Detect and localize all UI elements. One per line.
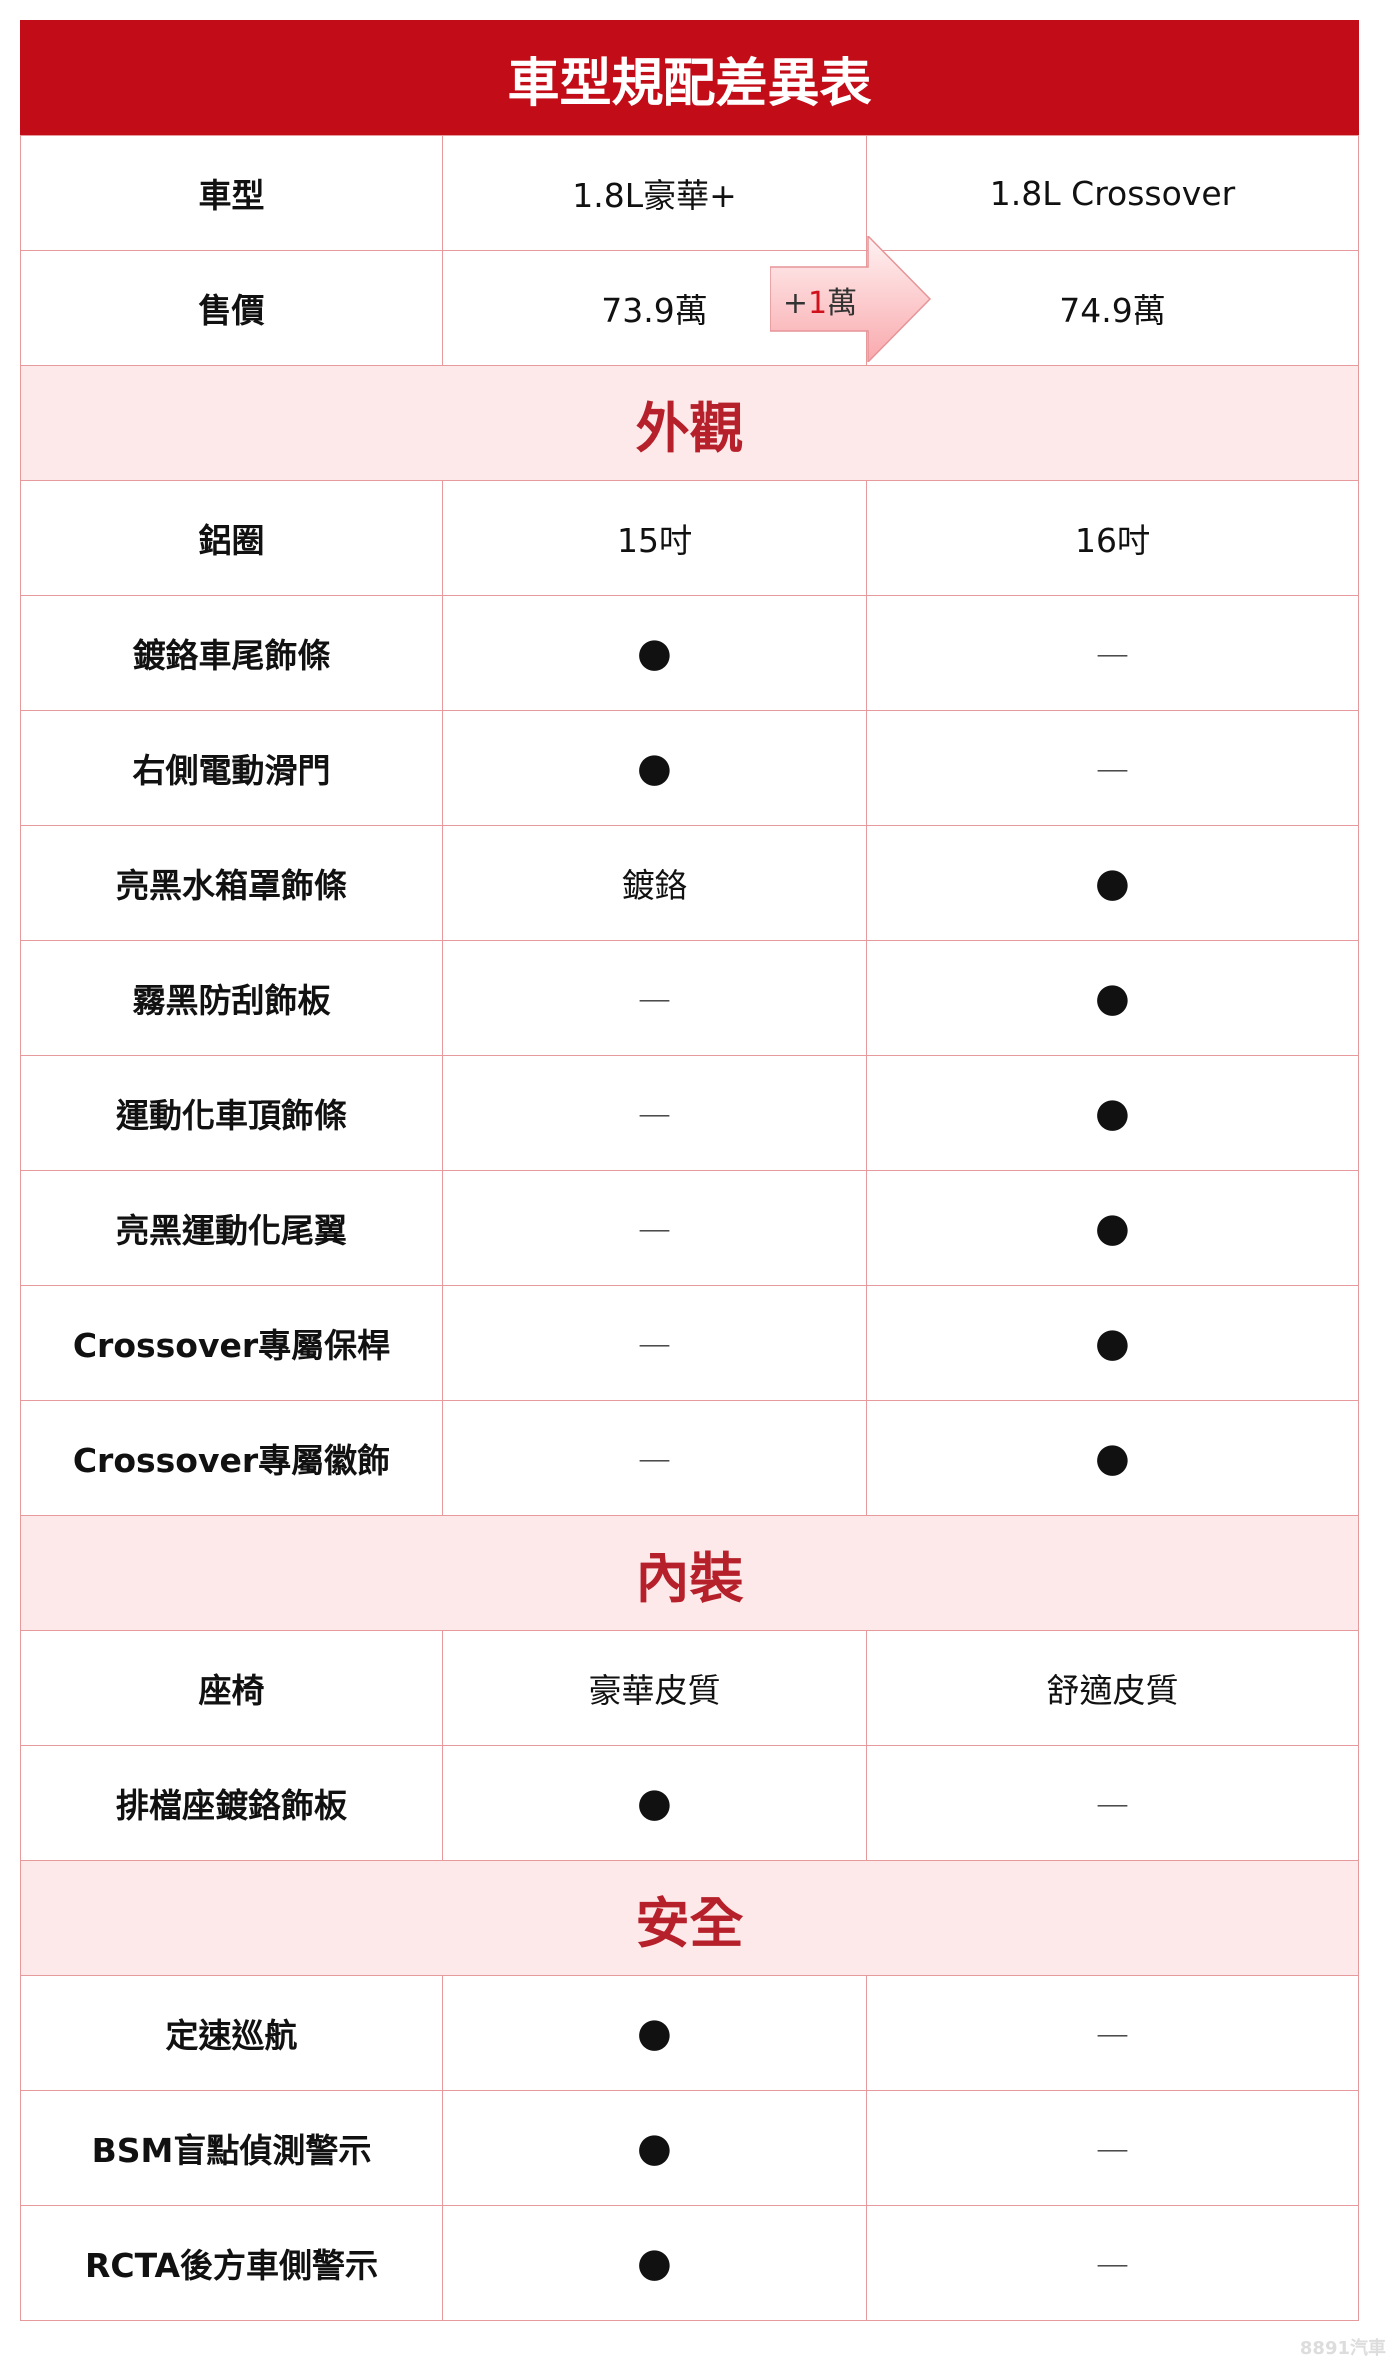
section-header: 外觀	[20, 365, 1359, 481]
row-label: 鍍鉻車尾飾條	[20, 595, 443, 711]
spec-cell: —	[866, 2090, 1359, 2206]
note-amount: 1	[808, 286, 828, 321]
spec-cell: —	[442, 1170, 867, 1286]
spec-cell: —	[442, 1055, 867, 1171]
spec-cell: —	[866, 710, 1359, 826]
price-note: +1萬	[770, 278, 870, 322]
spec-cell: —	[442, 1400, 867, 1516]
row-label: 售價	[20, 250, 443, 366]
section-header: 內裝	[20, 1515, 1359, 1631]
spec-cell: 舒適皮質	[866, 1630, 1359, 1746]
spec-cell: ●	[442, 710, 867, 826]
spec-cell: ●	[866, 1285, 1359, 1401]
row-label: 定速巡航	[20, 1975, 443, 2091]
spec-cell: ●	[442, 595, 867, 711]
row-label: RCTA後方車側警示	[20, 2205, 443, 2321]
spec-cell: 1.8L Crossover	[866, 135, 1359, 251]
spec-cell: —	[866, 2205, 1359, 2321]
watermark: 8891汽車	[1299, 2338, 1386, 2359]
spec-cell: —	[442, 940, 867, 1056]
spec-cell: ●	[442, 1975, 867, 2091]
spec-cell: 15吋	[442, 480, 867, 596]
spec-cell: 16吋	[866, 480, 1359, 596]
spec-cell: ●	[442, 2090, 867, 2206]
spec-cell: —	[866, 1975, 1359, 2091]
row-label: 右側電動滑門	[20, 710, 443, 826]
section-header: 安全	[20, 1860, 1359, 1976]
spec-cell: 鍍鉻	[442, 825, 867, 941]
spec-cell: ●	[442, 2205, 867, 2321]
spec-cell: —	[442, 1285, 867, 1401]
note-sign: +	[782, 286, 809, 321]
spec-cell: 1.8L豪華+	[442, 135, 867, 251]
spec-cell: —	[866, 1745, 1359, 1861]
spec-cell: —	[866, 595, 1359, 711]
row-label: 亮黑運動化尾翼	[20, 1170, 443, 1286]
row-label: Crossover專屬保桿	[20, 1285, 443, 1401]
row-label: 霧黑防刮飾板	[20, 940, 443, 1056]
price-arrow	[770, 236, 932, 362]
row-label: 座椅	[20, 1630, 443, 1746]
spec-cell: 74.9萬	[866, 250, 1359, 366]
spec-cell: 豪華皮質	[442, 1630, 867, 1746]
spec-cell: ●	[442, 1745, 867, 1861]
note-unit: 萬	[827, 286, 858, 321]
row-label: 車型	[20, 135, 443, 251]
spec-cell: ●	[866, 940, 1359, 1056]
row-label: 鋁圈	[20, 480, 443, 596]
row-label: 排檔座鍍鉻飾板	[20, 1745, 443, 1861]
row-label: Crossover專屬徽飾	[20, 1400, 443, 1516]
row-label: 運動化車頂飾條	[20, 1055, 443, 1171]
spec-cell: ●	[866, 1170, 1359, 1286]
row-label: BSM盲點偵測警示	[20, 2090, 443, 2206]
row-label: 亮黑水箱罩飾條	[20, 825, 443, 941]
spec-cell: ●	[866, 1400, 1359, 1516]
spec-cell: ●	[866, 825, 1359, 941]
table-title: 車型規配差異表	[20, 20, 1359, 136]
spec-cell: ●	[866, 1055, 1359, 1171]
